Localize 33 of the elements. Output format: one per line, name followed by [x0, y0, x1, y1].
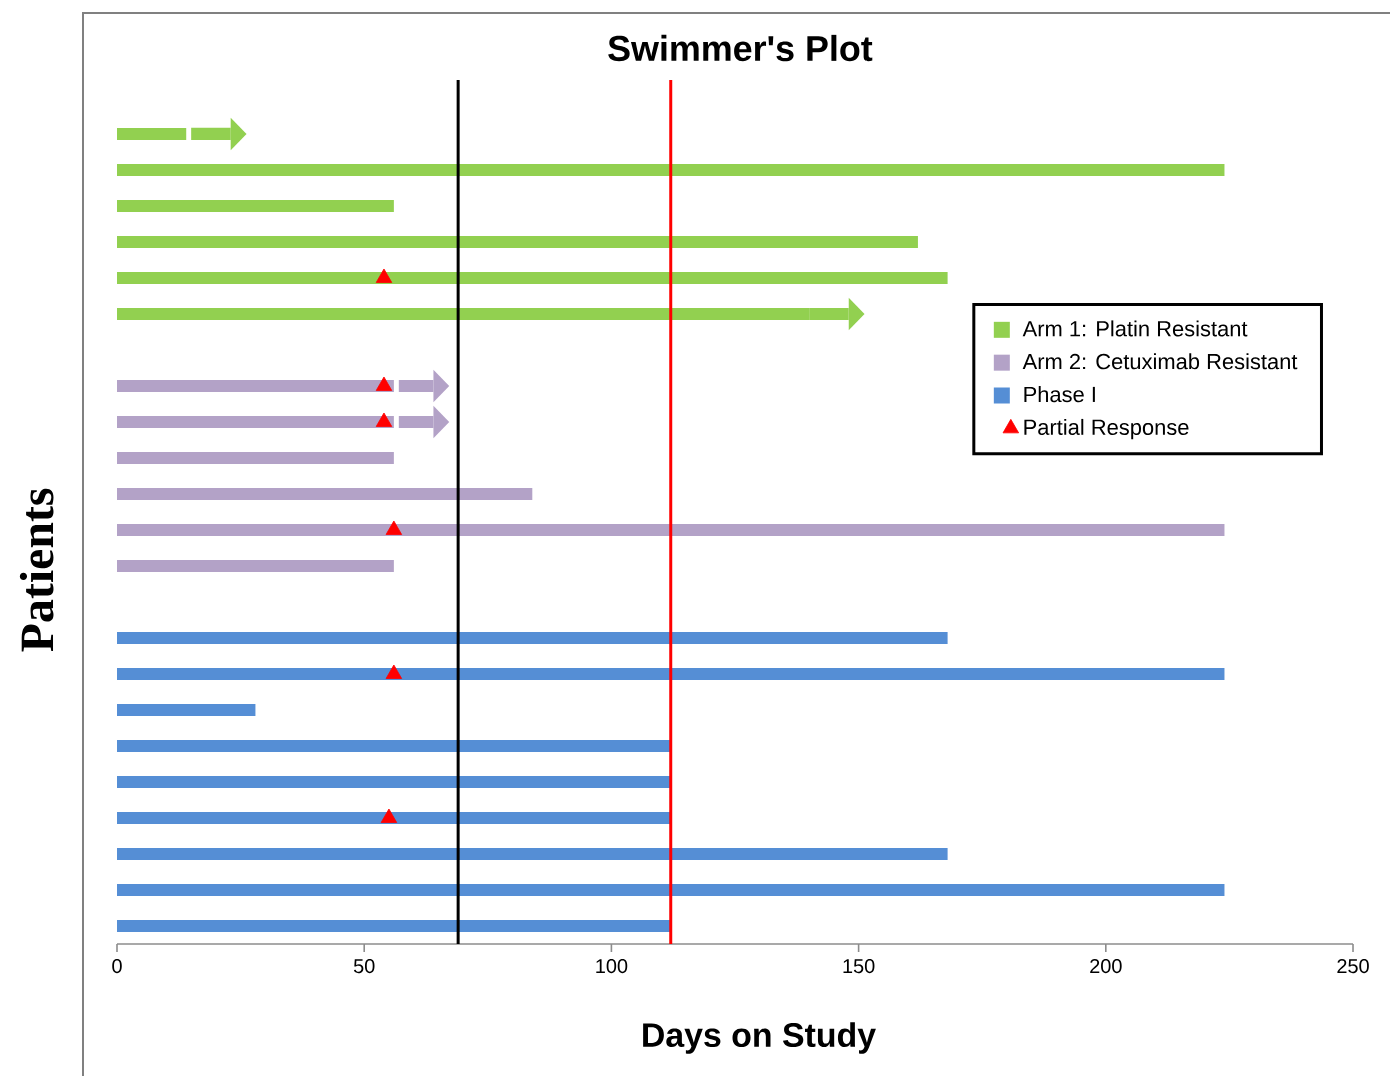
legend-label: Phase I — [1024, 386, 1095, 403]
bar — [117, 776, 671, 788]
bar — [117, 523, 1225, 536]
x-tick-label: 100 — [596, 959, 628, 974]
bar — [117, 271, 948, 284]
bar — [117, 740, 671, 752]
x-axis-title: Days on Study — [643, 1022, 876, 1054]
bar — [117, 920, 671, 932]
bar — [117, 415, 394, 428]
bar — [117, 848, 948, 860]
x-tick-label: 0 — [112, 959, 122, 974]
bar — [117, 487, 533, 500]
bar — [117, 559, 394, 572]
bar — [117, 884, 1225, 896]
bar — [117, 451, 394, 464]
bar — [117, 127, 187, 140]
bar — [117, 812, 671, 824]
x-tick-label: 150 — [843, 959, 875, 974]
y-axis-title: Patients — [19, 488, 54, 652]
legend-label: Arm 2: Cetuximab Resistant — [1022, 353, 1298, 370]
bar — [117, 235, 918, 248]
chart-title: Swimmer's Plot — [608, 34, 873, 62]
bar — [117, 704, 256, 716]
bar — [117, 163, 1225, 176]
bar — [117, 632, 948, 644]
bar — [117, 379, 394, 392]
x-tick-label: 200 — [1090, 959, 1122, 974]
legend-label: Partial Response — [1024, 418, 1189, 440]
x-tick-label: 250 — [1337, 959, 1369, 974]
bar — [117, 668, 1225, 680]
legend-label: Arm 1: Platin Resistant — [1022, 320, 1248, 337]
bar — [117, 199, 394, 212]
x-tick-label: 50 — [353, 959, 375, 974]
